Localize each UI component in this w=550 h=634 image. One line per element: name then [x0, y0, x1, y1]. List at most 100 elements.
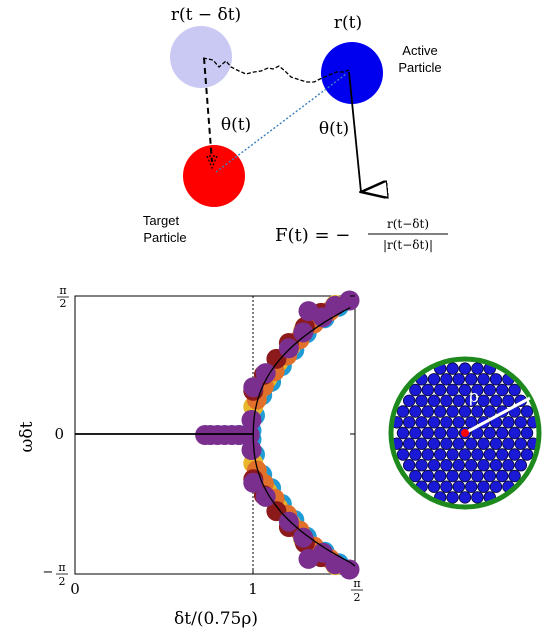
packed-disk	[508, 426, 521, 440]
packed-disk	[458, 405, 472, 418]
packed-disk	[446, 362, 459, 375]
data-point	[255, 363, 276, 384]
scatter-plot: 0 1 π 2 π 2 0 − π 2 δt/(0.75ρ) ωδt	[17, 284, 363, 629]
data-point	[293, 322, 314, 343]
data-point	[278, 338, 299, 359]
packed-disk	[514, 416, 528, 429]
packed-disk	[465, 373, 478, 386]
y-tick-label-neg-pi-half: − π 2	[43, 561, 68, 588]
packed-disk	[440, 480, 453, 493]
force-denominator: |r(t−δt)|	[383, 238, 433, 252]
packed-disk	[446, 383, 459, 397]
packed-disk	[471, 448, 484, 461]
packed-disk	[421, 448, 435, 461]
y-axis-label: ωδt	[17, 421, 37, 452]
packed-disk	[403, 416, 416, 429]
packed-disk	[403, 459, 416, 472]
packed-disk	[452, 416, 466, 429]
packed-disk	[440, 416, 453, 429]
packed-disk	[446, 448, 459, 461]
packed-disk	[452, 459, 466, 472]
packed-disk	[458, 491, 472, 504]
packed-disk	[427, 394, 441, 408]
rho-label: ρ	[469, 387, 479, 407]
x-tick-label-1: 1	[248, 580, 258, 598]
packed-disk	[446, 491, 459, 504]
boundary-ring	[388, 356, 542, 510]
plot-frame	[74, 295, 356, 575]
data-point	[255, 486, 276, 507]
packed-disk	[409, 426, 422, 440]
y-tick-label-pi-half-den: 2	[60, 297, 67, 310]
packed-disk	[427, 373, 441, 386]
packed-disk	[477, 480, 490, 493]
packed-disk	[465, 480, 478, 493]
packed-disk	[520, 405, 534, 418]
packed-disk	[489, 459, 503, 472]
force-arrow	[348, 71, 361, 192]
packed-disk	[421, 383, 435, 397]
packed-disk	[409, 448, 422, 461]
packed-disk	[471, 469, 484, 483]
data-point	[293, 527, 314, 548]
target-label-line1: Target	[143, 213, 180, 228]
center-point	[461, 429, 469, 437]
packed-disk	[434, 426, 447, 440]
packed-disk	[489, 373, 503, 386]
packed-disk	[452, 373, 466, 386]
packed-disk	[421, 405, 435, 418]
y-tick-label-pi-half: π 2	[57, 284, 69, 310]
packed-disk	[427, 416, 441, 429]
separation-dotted-line	[215, 73, 347, 173]
y-tick-label-neg-sign: −	[43, 565, 54, 580]
delay-dashed-line	[203, 57, 213, 163]
packed-disk	[446, 426, 459, 440]
data-point	[243, 377, 264, 398]
packed-disk	[403, 394, 416, 408]
packed-disk	[440, 437, 453, 450]
label-r-now: r(t)	[334, 13, 362, 33]
y-tick-label-0: 0	[54, 425, 64, 443]
packed-disk	[471, 491, 484, 504]
packed-disk	[520, 448, 534, 461]
packed-disk	[465, 394, 478, 408]
packing-inset: ρ	[388, 356, 542, 510]
data-point	[243, 472, 264, 493]
packed-disk	[489, 437, 503, 450]
packed-disk	[514, 437, 528, 450]
data-point	[298, 301, 319, 322]
theta-left: θ(t)	[221, 115, 251, 135]
packed-disk	[502, 437, 515, 450]
packed-disk	[396, 448, 410, 461]
packed-disk	[471, 383, 484, 397]
packed-disk	[427, 480, 441, 493]
data-point	[298, 548, 319, 569]
packed-disk	[458, 469, 472, 483]
packed-disk	[514, 459, 528, 472]
x-tick-label-0: 0	[70, 580, 80, 598]
y-tick-label-neg-num: π	[58, 561, 65, 574]
data-point	[241, 440, 262, 460]
y-tick-label-neg-den: 2	[59, 575, 66, 588]
x-tick-label-pi-half: π 2	[351, 577, 363, 604]
packed-disk	[502, 416, 515, 429]
packed-disk	[458, 383, 472, 397]
packed-disk	[465, 459, 478, 472]
trajectory-path	[202, 57, 350, 83]
data-point	[339, 559, 360, 580]
packed-disk	[434, 448, 447, 461]
packed-disk	[415, 437, 428, 450]
radius-line	[464, 396, 531, 435]
packed-disk	[396, 405, 410, 418]
active-label-line2: Particle	[398, 60, 441, 75]
packed-disk	[508, 383, 521, 397]
packed-disk	[489, 394, 503, 408]
packed-disk	[489, 480, 503, 493]
packed-disk	[427, 437, 441, 450]
packed-disk	[415, 459, 428, 472]
packed-disk	[440, 459, 453, 472]
packed-disk	[403, 437, 416, 450]
particle-schematic: r(t − δt) r(t) Active Particle Target Pa…	[143, 5, 448, 252]
packed-disk	[471, 362, 484, 375]
packed-disk	[458, 448, 472, 461]
